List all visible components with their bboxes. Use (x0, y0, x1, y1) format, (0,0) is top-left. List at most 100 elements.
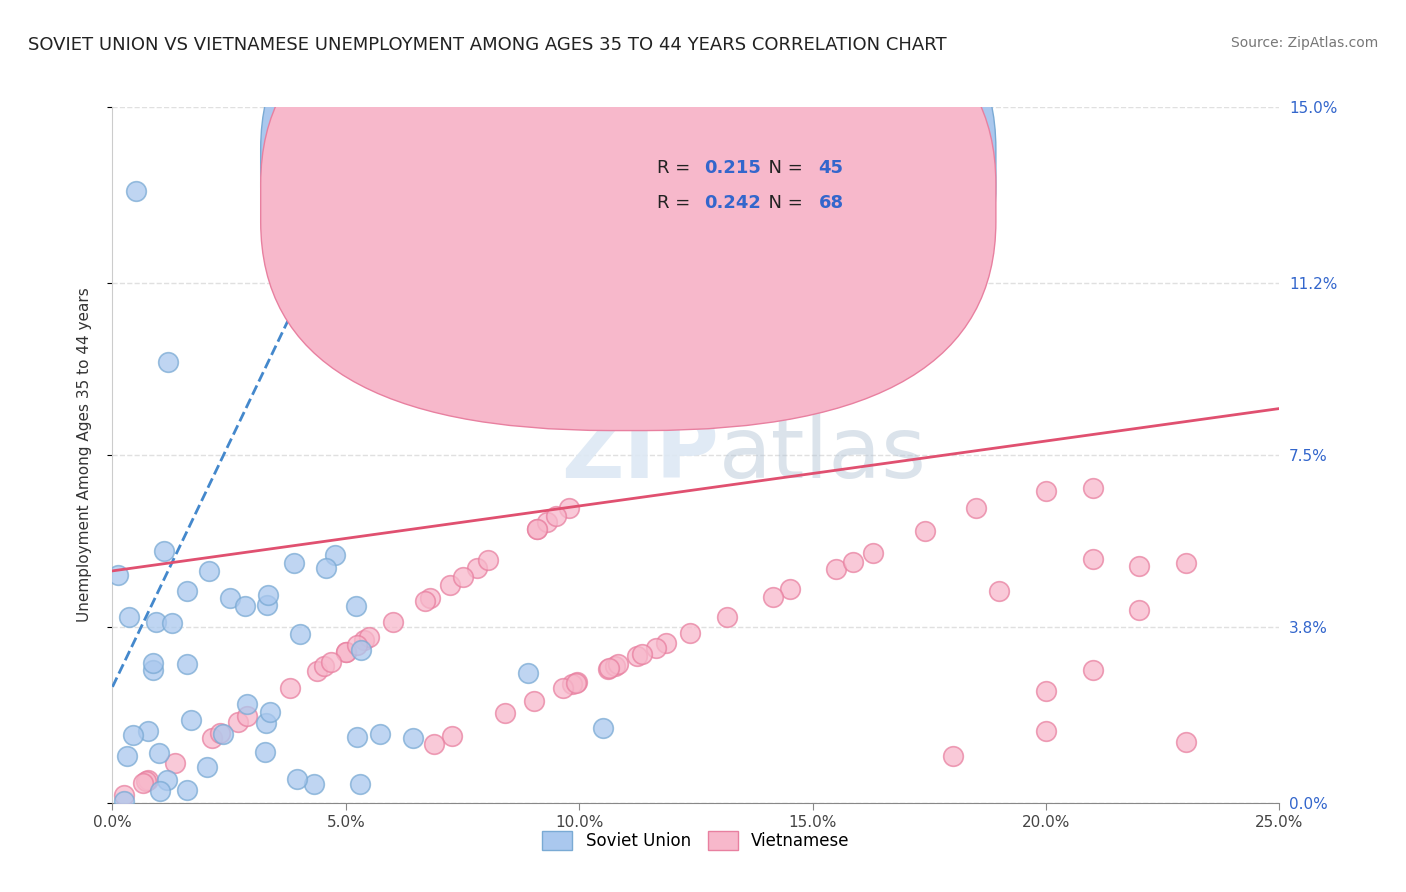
Point (117, 748, 139, 763)
Point (135, 774, 157, 789)
Point (315, 560, 337, 574)
Point (156, 773, 179, 788)
Point (1128, 559, 1150, 574)
Point (118, 610, 141, 624)
Point (596, 662, 619, 676)
Point (254, 716, 277, 731)
Point (1035, 723, 1057, 738)
Point (965, 501, 987, 516)
Point (257, 588, 280, 602)
Text: 45: 45 (818, 159, 844, 177)
Point (526, 522, 548, 536)
Point (716, 610, 738, 624)
Point (201, 731, 224, 746)
Point (419, 591, 441, 605)
Point (283, 556, 305, 570)
Point (350, 643, 373, 657)
Point (145, 615, 167, 630)
Text: R =: R = (658, 194, 696, 211)
Point (544, 509, 567, 524)
Text: N =: N = (756, 159, 808, 177)
Point (526, 522, 548, 536)
Point (136, 724, 159, 739)
Point (136, 772, 159, 787)
Point (1081, 664, 1104, 678)
Point (335, 294, 357, 309)
Point (335, 645, 357, 659)
Point (335, 645, 357, 659)
Point (122, 728, 145, 742)
Point (598, 661, 620, 675)
FancyBboxPatch shape (260, 0, 995, 431)
Point (402, 731, 425, 745)
Point (152, 544, 174, 558)
Point (762, 590, 785, 604)
Point (988, 584, 1011, 599)
FancyBboxPatch shape (260, 0, 995, 396)
Text: ZIP: ZIP (561, 413, 720, 497)
Point (1128, 603, 1150, 617)
Point (567, 674, 589, 689)
Point (163, 756, 186, 770)
Point (132, 776, 155, 790)
Point (208, 726, 231, 740)
Point (307, 664, 329, 678)
Point (125, 184, 148, 198)
Point (942, 749, 965, 764)
Point (160, 615, 183, 630)
Text: R =: R = (658, 159, 696, 177)
Point (256, 598, 278, 612)
Point (679, 626, 702, 640)
Point (278, 681, 301, 695)
Point (841, 555, 863, 569)
Point (862, 546, 884, 560)
Point (558, 500, 581, 515)
Point (349, 777, 371, 791)
Point (516, 665, 538, 680)
Point (1175, 734, 1198, 748)
Point (565, 675, 588, 690)
Point (644, 640, 666, 655)
Point (603, 658, 626, 673)
Point (368, 727, 391, 741)
Text: atlas: atlas (720, 413, 928, 497)
Point (1175, 556, 1198, 570)
Point (226, 714, 249, 729)
Text: Source: ZipAtlas.com: Source: ZipAtlas.com (1230, 36, 1378, 50)
Point (779, 582, 801, 597)
Point (285, 772, 308, 786)
Point (148, 746, 170, 760)
Point (157, 355, 180, 369)
Point (494, 706, 516, 721)
Text: SOVIET UNION VS VIETNAMESE UNEMPLOYMENT AMONG AGES 35 TO 44 YEARS CORRELATION CH: SOVIET UNION VS VIETNAMESE UNEMPLOYMENT … (28, 36, 946, 54)
Point (353, 633, 375, 648)
Point (346, 638, 368, 652)
Point (413, 594, 436, 608)
Point (302, 777, 325, 791)
Point (626, 648, 648, 663)
Point (477, 553, 499, 567)
Point (451, 569, 474, 583)
Point (346, 730, 368, 744)
Point (253, 745, 276, 759)
Point (825, 562, 848, 576)
FancyBboxPatch shape (585, 131, 894, 239)
Point (323, 549, 346, 563)
Point (218, 591, 240, 606)
Point (148, 784, 170, 798)
Point (551, 681, 574, 696)
Point (381, 615, 404, 629)
Point (233, 599, 256, 613)
Point (631, 647, 654, 661)
Point (290, 627, 312, 641)
Point (523, 694, 546, 708)
Point (176, 782, 198, 797)
Point (441, 729, 464, 743)
Point (914, 524, 936, 538)
Point (592, 721, 614, 735)
Point (259, 705, 281, 719)
Point (141, 657, 163, 671)
Point (236, 709, 259, 723)
Point (180, 713, 202, 727)
Text: 0.215: 0.215 (704, 159, 761, 177)
